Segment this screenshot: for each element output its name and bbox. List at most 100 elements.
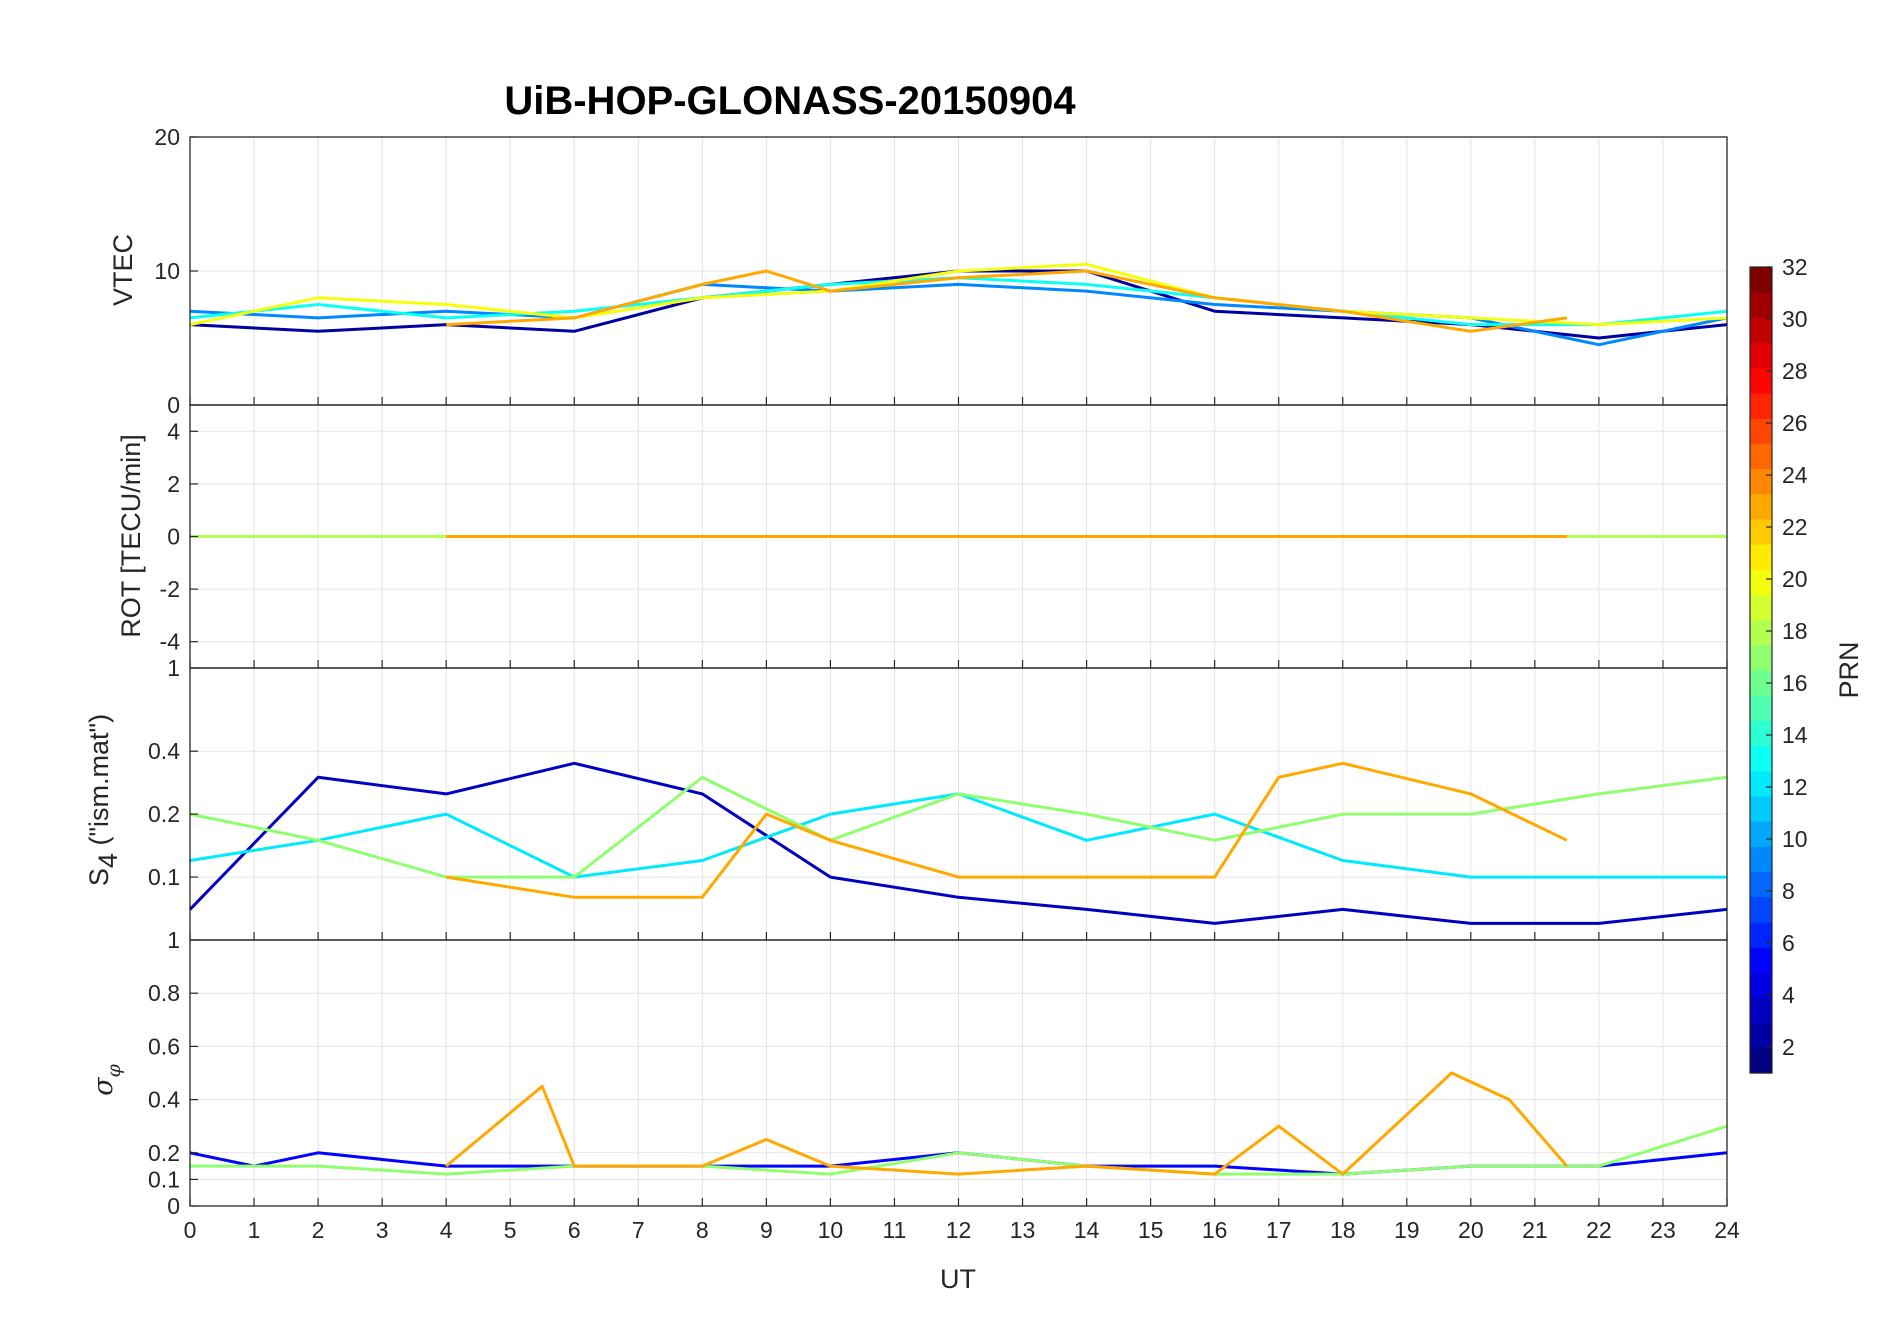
colorbar-swatch <box>1750 418 1772 444</box>
colorbar-label: PRN <box>1834 641 1864 698</box>
vtec-series-prn-23 <box>446 269 1568 333</box>
rot-ylabel: ROT [TECU/min] <box>116 434 146 638</box>
vtec-ytick-label: 0 <box>167 392 180 418</box>
colorbar-swatch <box>1750 720 1772 747</box>
colorbar-tick-label: 8 <box>1782 878 1795 904</box>
x-tick-label: 7 <box>632 1217 645 1243</box>
x-tick-label: 10 <box>818 1217 844 1243</box>
colorbar-tick-label: 28 <box>1782 358 1808 384</box>
rot-ytick-label: -2 <box>160 576 180 602</box>
x-tick-label: 14 <box>1074 1217 1100 1243</box>
colorbar-swatch <box>1750 594 1772 621</box>
s4-series-prn-23 <box>445 761 1568 899</box>
s4-ytick-label: 0.4 <box>148 738 180 764</box>
s4-series-prn-3 <box>188 761 1728 925</box>
x-tick-label: 2 <box>312 1217 325 1243</box>
s4-ylabel-sub: 4 <box>93 853 123 868</box>
colorbar-swatch <box>1750 544 1772 570</box>
colorbar-swatch <box>1750 569 1772 596</box>
x-axis-label: UT <box>940 1264 976 1294</box>
grid-layer <box>190 137 1727 1206</box>
x-tick-labels: 0 1 2 3 4 5 6 7 8 9 10 11 12 13 14 15 16 17 18 19 20 21 22 23 24 <box>184 1217 1740 1243</box>
x-tick-label: 15 <box>1138 1217 1164 1243</box>
sigma-ytick-label: 0 <box>167 1193 180 1219</box>
colorbar-frame <box>1749 266 1773 1074</box>
colorbar-swatch <box>1750 896 1772 923</box>
colorbar-tick-label: 16 <box>1782 670 1808 696</box>
x-tick-label: 11 <box>883 1217 907 1243</box>
sigma-series-prn-17 <box>190 1124 1728 1176</box>
x-tick-label: 17 <box>1266 1217 1292 1243</box>
sigma-ytick-label: 0.4 <box>148 1087 180 1113</box>
sigma-ytick-label: 1 <box>167 927 180 953</box>
colorbar-tick-label: 18 <box>1782 618 1808 644</box>
colorbar-tick-label: 24 <box>1782 462 1808 488</box>
colorbar-tick-label: 12 <box>1782 774 1808 800</box>
colorbar-tick-label: 22 <box>1782 514 1808 540</box>
x-tick-label: 12 <box>946 1217 972 1243</box>
x-tick-label: 5 <box>504 1217 517 1243</box>
colorbar-swatch <box>1750 518 1772 545</box>
s4-ylabel-rest: ("ism.mat") <box>84 714 114 853</box>
sigma-ylabel-sub: φ <box>103 1063 125 1077</box>
x-tick-label: 9 <box>760 1217 773 1243</box>
colorbar-swatch <box>1750 468 1772 495</box>
vtec-ytick-label: 10 <box>154 258 180 284</box>
x-tick-label: 13 <box>1010 1217 1036 1243</box>
sigma-ytick-label: 0.1 <box>148 1166 180 1192</box>
colorbar-tick-label: 10 <box>1782 826 1808 852</box>
x-tick-label: 3 <box>376 1217 389 1243</box>
colorbar-swatch <box>1750 644 1772 671</box>
colorbar-tick-label: 2 <box>1782 1034 1795 1060</box>
x-tick-label: 1 <box>248 1217 261 1243</box>
colorbar-swatch <box>1750 317 1772 344</box>
colorbar-swatch <box>1750 443 1772 470</box>
colorbar-swatch <box>1750 695 1772 721</box>
colorbar-swatch <box>1750 821 1772 847</box>
x-tick-label: 0 <box>184 1217 197 1243</box>
x-tick-label: 20 <box>1458 1217 1484 1243</box>
x-tick-label: 18 <box>1330 1217 1356 1243</box>
colorbar-swatch <box>1750 342 1772 369</box>
x-tick-label: 21 <box>1522 1217 1548 1243</box>
s4-ylabel: S4 ("ism.mat") <box>84 714 123 886</box>
colorbar-tick-label: 6 <box>1782 930 1795 956</box>
colorbar-swatch <box>1750 921 1772 948</box>
colorbar-swatch <box>1750 1047 1772 1074</box>
s4-ytick-label: 0.1 <box>148 864 180 890</box>
colorbar-swatch <box>1750 795 1772 822</box>
colorbar-swatch <box>1750 871 1772 898</box>
s4-ytick-label: 1 <box>167 655 180 681</box>
figure-title: UiB-HOP-GLONASS-20150904 <box>504 79 1076 123</box>
colorbar-swatch <box>1750 972 1772 999</box>
vtec-series-prn-20 <box>189 262 1728 327</box>
colorbar-swatch <box>1750 367 1772 394</box>
x-tick-label: 16 <box>1202 1217 1228 1243</box>
colorbar-swatch <box>1750 997 1772 1024</box>
s4-ylabel-s: S <box>84 868 114 886</box>
colorbar-swatch <box>1750 745 1772 772</box>
sigma-ylabel-sym: σ <box>88 1076 119 1096</box>
colorbar-swatch <box>1750 670 1772 696</box>
colorbar-tick-label: 20 <box>1782 566 1808 592</box>
colorbar-swatch <box>1750 1022 1772 1049</box>
vtec-ylabel: VTEC <box>108 234 138 306</box>
sigma-ylabel: σφ <box>88 1063 125 1095</box>
x-tick-label: 22 <box>1586 1217 1612 1243</box>
sigma-series-prn-23 <box>445 1071 1569 1176</box>
colorbar-swatch <box>1750 770 1772 797</box>
x-tick-label: 23 <box>1650 1217 1676 1243</box>
vtec-ytick-label: 20 <box>154 124 180 150</box>
x-tick-label: 4 <box>440 1217 453 1243</box>
data-layer <box>188 262 1728 1176</box>
colorbar-tick-label: 26 <box>1782 410 1808 436</box>
colorbar-swatch <box>1750 267 1772 293</box>
rot-ytick-label: 0 <box>167 524 180 550</box>
x-tick-label: 19 <box>1394 1217 1420 1243</box>
rot-ytick-label: 2 <box>167 471 180 497</box>
colorbar-tick-label: 32 <box>1782 254 1808 280</box>
colorbar-tick-label: 4 <box>1782 982 1795 1008</box>
sigma-ytick-label: 0.6 <box>148 1033 180 1059</box>
